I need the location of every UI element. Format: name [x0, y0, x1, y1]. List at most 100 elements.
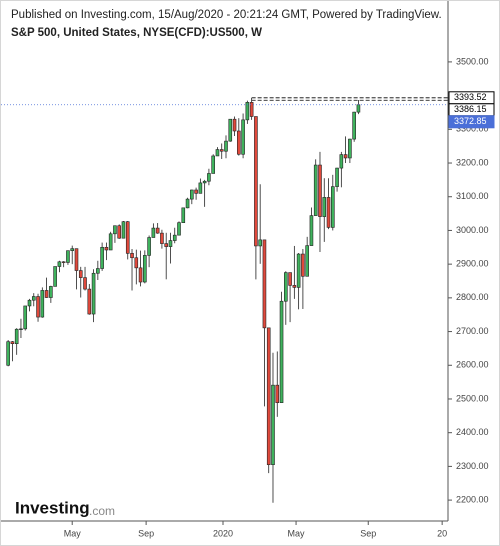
- y-tick-label: 2800.00: [456, 292, 489, 302]
- candle-body: [271, 384, 275, 466]
- candle-body: [96, 268, 100, 274]
- candle-body: [309, 215, 314, 246]
- candle-body: [262, 239, 267, 329]
- candle-body: [44, 290, 49, 298]
- y-tick-label: 2600.00: [456, 360, 489, 370]
- x-tick-label: 20: [437, 528, 447, 538]
- candle-body: [70, 248, 75, 251]
- candle-body: [305, 245, 309, 277]
- candle-body: [160, 232, 164, 244]
- y-tick-label: 2700.00: [456, 326, 489, 336]
- candle-body: [151, 227, 156, 238]
- candle-body: [279, 300, 284, 403]
- price-label: 3372.85: [454, 116, 487, 126]
- candle-body: [138, 267, 143, 283]
- x-tick-label: Sep: [360, 528, 376, 538]
- candle-body: [10, 341, 15, 344]
- candle-body: [40, 290, 45, 318]
- price-label: 3386.15: [454, 104, 487, 114]
- candle-body: [121, 221, 126, 239]
- candle-body: [117, 225, 121, 239]
- candle-body: [254, 116, 258, 247]
- candle-body: [49, 286, 53, 298]
- candle-body: [343, 154, 348, 159]
- candle-body: [27, 299, 32, 307]
- candle-body: [155, 227, 160, 234]
- y-tick-label: 2200.00: [456, 494, 489, 504]
- candle-body: [19, 328, 23, 330]
- candle-body: [125, 221, 130, 254]
- candle-body: [83, 277, 87, 290]
- candle-body: [147, 237, 151, 256]
- candle-body: [245, 102, 250, 121]
- candle-body: [288, 272, 292, 286]
- candle-body: [104, 246, 109, 251]
- y-tick-label: 2500.00: [456, 393, 489, 403]
- candle-body: [331, 186, 335, 228]
- candle-body: [326, 197, 331, 228]
- candle-body: [296, 253, 301, 288]
- candle-body: [241, 119, 245, 155]
- candle-body: [78, 270, 83, 278]
- candle-body: [74, 248, 79, 271]
- candle-body: [31, 296, 36, 301]
- candle-body: [348, 138, 352, 159]
- candle-body: [164, 243, 168, 247]
- candle-body: [66, 250, 70, 263]
- candle-body: [219, 149, 224, 152]
- candle-body: [275, 384, 280, 403]
- candle-body: [177, 222, 181, 236]
- candle-body: [185, 198, 190, 209]
- x-tick-label: Sep: [138, 528, 154, 538]
- price-label: 3393.52: [454, 92, 487, 102]
- candle-body: [172, 234, 177, 241]
- candle-body: [91, 272, 96, 315]
- chart-title: S&P 500, United States, NYSE(CFD):US500,…: [11, 27, 262, 39]
- candle-body: [134, 257, 139, 269]
- x-tick-label: 2020: [213, 528, 233, 538]
- y-tick-label: 2900.00: [456, 259, 489, 269]
- y-tick-label: 2300.00: [456, 461, 489, 471]
- candle-body: [181, 207, 186, 223]
- candle-body: [14, 328, 19, 344]
- candle-body: [301, 253, 305, 277]
- candle-body: [215, 149, 220, 157]
- logo: Investing: [15, 498, 90, 517]
- candle-body: [352, 111, 356, 140]
- y-tick-label: 2400.00: [456, 427, 489, 437]
- candle-body: [168, 240, 173, 247]
- candle-body: [292, 285, 297, 288]
- candle-body: [356, 104, 361, 113]
- y-tick-label: 3300.00: [456, 124, 489, 134]
- price-box: [448, 115, 495, 129]
- candle-body: [211, 155, 215, 174]
- candle-body: [198, 182, 203, 194]
- candle-body: [202, 180, 207, 184]
- x-tick-label: May: [288, 528, 306, 538]
- candle-body: [313, 164, 318, 216]
- candle-body: [339, 154, 344, 169]
- candle-body: [57, 261, 62, 267]
- candle-body: [53, 266, 57, 287]
- candle-body: [266, 327, 271, 466]
- candle-body: [143, 255, 147, 283]
- logo-suffix: .com: [89, 504, 115, 518]
- candle-body: [100, 246, 104, 269]
- y-tick-label: 3500.00: [456, 56, 489, 66]
- candle-body: [237, 130, 241, 155]
- candle-body: [108, 233, 113, 251]
- candle-body: [258, 239, 262, 247]
- candle-body: [6, 341, 10, 366]
- candle-body: [335, 167, 339, 187]
- candle-body: [207, 173, 211, 182]
- candle-body: [318, 164, 322, 217]
- candle-body: [249, 102, 254, 117]
- y-tick-label: 3200.00: [456, 157, 489, 167]
- candle-body: [130, 253, 134, 259]
- candle-body: [322, 197, 327, 217]
- subtitle: Published on Investing.com, 15/Aug/2020 …: [11, 9, 442, 21]
- candle-body: [87, 288, 92, 315]
- x-tick-label: May: [64, 528, 82, 538]
